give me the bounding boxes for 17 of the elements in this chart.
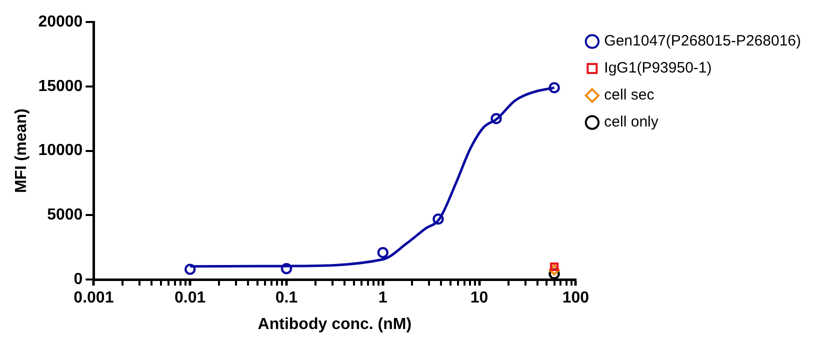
y-tick-label: 5000 xyxy=(47,206,83,224)
x-tick-label: 10 xyxy=(470,290,488,307)
legend-label: Gen1047(P268015-P268016) xyxy=(604,32,802,50)
y-tick-label: 0 xyxy=(74,271,83,288)
x-tick-label: 1 xyxy=(378,290,388,307)
y-axis-title: MFI (mean) xyxy=(13,108,30,194)
legend-label: cell only xyxy=(604,114,659,131)
legend-label: IgG1(P93950-1) xyxy=(604,60,712,77)
x-tick-label: 0.001 xyxy=(74,290,114,307)
x-tick-label: 100 xyxy=(562,290,590,307)
y-tick-label: 20000 xyxy=(38,13,83,30)
y-tick-label: 15000 xyxy=(38,78,83,95)
x-tick-label: 0.1 xyxy=(275,290,298,307)
legend-label: cell sec xyxy=(604,86,655,104)
x-axis-title: Antibody conc. (nM) xyxy=(258,316,412,333)
y-tick-label: 10000 xyxy=(38,142,83,160)
x-tick-label: 0.01 xyxy=(174,290,206,307)
